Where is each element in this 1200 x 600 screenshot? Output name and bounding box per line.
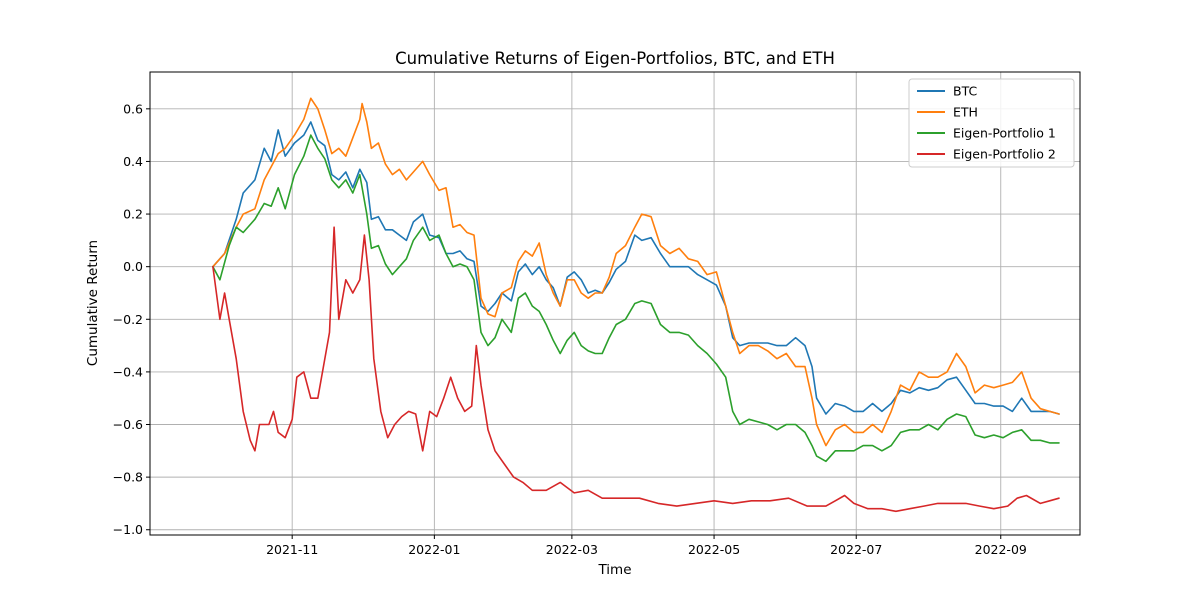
series-line-3 [212,134,1060,463]
legend-entry: ETH [953,105,978,120]
x-tick-label: 2022-05 [688,542,740,557]
x-axis-label: Time [597,562,631,578]
y-tick-label: 0.0 [123,259,143,274]
y-tick-label: −0.2 [113,312,143,327]
x-tick-label: 2022-07 [830,542,882,557]
plot-frame [149,71,1081,536]
x-tick-label: 2022-03 [546,542,598,557]
legend-entry: Eigen-Portfolio 1 [953,126,1056,141]
y-tick-label: −0.4 [113,364,143,379]
y-tick-label: 0.4 [123,154,143,169]
y-tick-label: 0.2 [123,207,143,222]
x-tick-label: 2022-09 [975,542,1027,557]
y-tick-label: −0.6 [113,417,143,432]
series-lines [212,97,1060,513]
x-tick-label: 2021-11 [266,542,318,557]
legend-entry: BTC [953,84,977,99]
series-line-1 [212,121,1060,415]
grid [150,72,1080,535]
series-line-4 [212,226,1060,513]
y-axis-label: Cumulative Return [85,240,101,366]
y-tick-label: −1.0 [113,522,143,537]
series-line-2 [212,97,1060,447]
legend-box [908,78,1075,168]
y-tick-label: −0.8 [113,470,143,485]
chart-title: Cumulative Returns of Eigen-Portfolios, … [395,49,835,68]
legend-entry: Eigen-Portfolio 2 [953,147,1056,162]
x-tick-label: 2022-01 [408,542,460,557]
legend: BTC ETH Eigen-Portfolio 1 Eigen-Portfolio 2 [908,78,1075,168]
axis-ticks: 2021-11 2022-01 2022-03 2022-05 2022-07 2022-… [113,101,1027,557]
y-tick-label: 0.6 [123,101,143,116]
